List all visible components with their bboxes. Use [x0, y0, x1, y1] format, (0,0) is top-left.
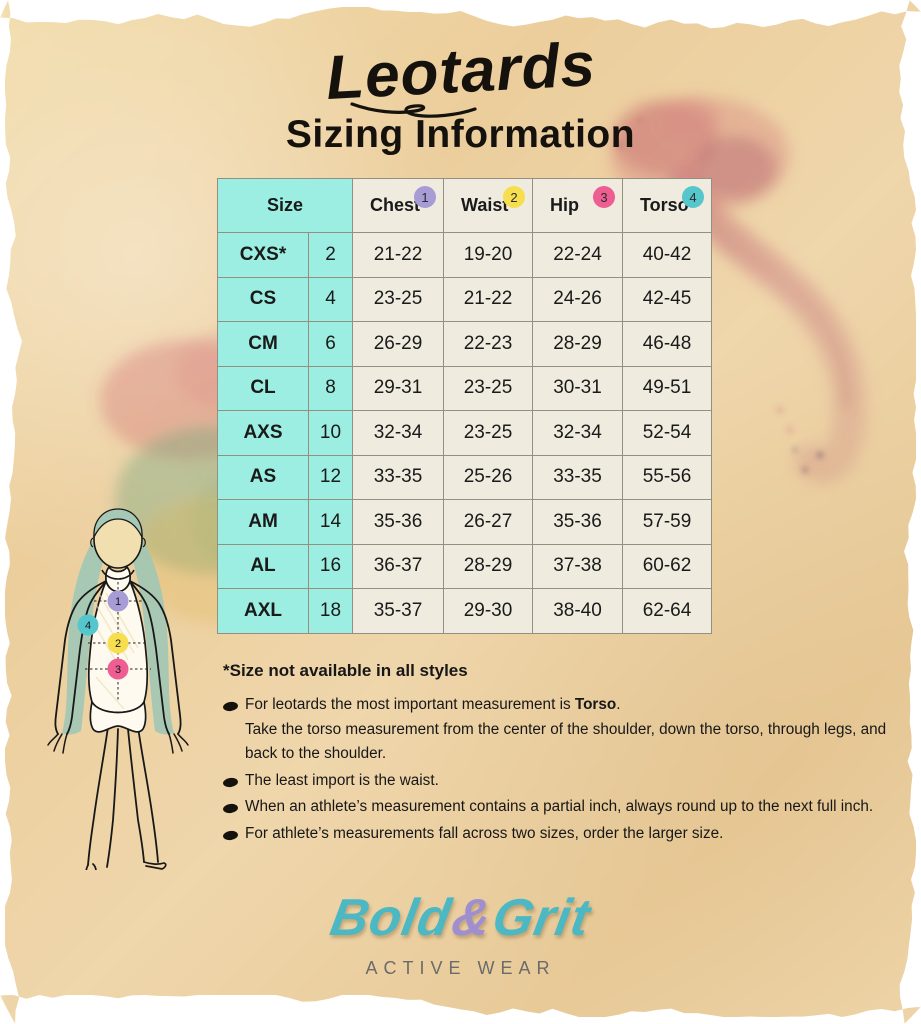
- svg-text:3: 3: [115, 664, 121, 676]
- svg-text:2: 2: [115, 638, 121, 650]
- svg-text:1: 1: [115, 596, 121, 608]
- svg-text:4: 4: [85, 620, 91, 632]
- svg-text:Leotards: Leotards: [324, 30, 597, 113]
